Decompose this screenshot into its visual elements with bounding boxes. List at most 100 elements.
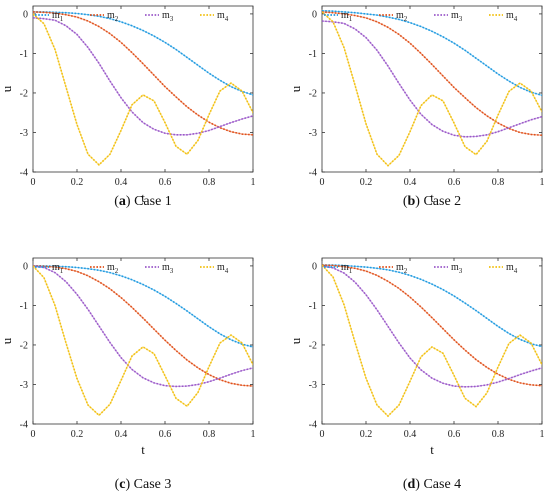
legend-name: m xyxy=(162,10,170,21)
y-tick-label: -4 xyxy=(20,420,28,431)
panel-caption: (c) Case 3 xyxy=(115,477,172,492)
legend-label: m1 xyxy=(52,262,64,275)
legend-label: m4 xyxy=(217,10,229,23)
caption-paren-open: ( xyxy=(114,194,119,209)
series-dots-m2 xyxy=(322,11,542,137)
legend-label: m2 xyxy=(107,10,119,23)
series-line-m1 xyxy=(322,10,542,96)
legend-label: m3 xyxy=(162,10,174,23)
x-tick-label: 0.6 xyxy=(448,429,461,440)
caption-text: Case 3 xyxy=(134,477,172,492)
series-line-m1 xyxy=(33,265,253,348)
x-tick-label: 0.8 xyxy=(492,429,505,440)
legend-label: m3 xyxy=(451,10,463,23)
y-tick-label: -2 xyxy=(20,88,28,99)
series-dots-m1 xyxy=(33,265,253,348)
legend-label: m3 xyxy=(451,262,463,275)
legend-name: m xyxy=(396,10,404,21)
legend-name: m xyxy=(341,262,349,273)
legend-name: m xyxy=(52,10,60,21)
series-dots-m3 xyxy=(322,265,542,388)
y-tick-label: -3 xyxy=(20,380,28,391)
legend-subscript: 3 xyxy=(459,15,463,23)
x-tick-label: 0 xyxy=(31,429,36,440)
legend-subscript: 2 xyxy=(404,267,408,275)
legend-label: m2 xyxy=(396,10,408,23)
legend-label: m4 xyxy=(506,10,518,23)
series-dots-m4 xyxy=(33,13,253,167)
legend-label: m1 xyxy=(341,10,353,23)
series-line-m1 xyxy=(33,11,253,96)
series-line-m4 xyxy=(33,265,253,417)
legend-name: m xyxy=(162,262,170,273)
y-tick-label: -1 xyxy=(309,49,317,60)
series-dots-m4 xyxy=(322,264,542,418)
caption-letter: b xyxy=(407,194,415,209)
y-tick-label: -3 xyxy=(309,380,317,391)
legend-label: m3 xyxy=(162,262,174,275)
x-tick-label: 0.4 xyxy=(115,177,128,188)
legend-name: m xyxy=(107,262,115,273)
x-tick-label: 0.6 xyxy=(159,177,172,188)
legend-name: m xyxy=(52,262,60,273)
x-tick-label: 0.2 xyxy=(71,429,84,440)
x-tick-label: 1 xyxy=(540,177,545,188)
legend-label: m2 xyxy=(396,262,408,275)
legend-name: m xyxy=(217,262,225,273)
legend-name: m xyxy=(217,10,225,21)
x-tick-label: 0.4 xyxy=(404,177,417,188)
x-tick-label: 0.6 xyxy=(448,177,461,188)
legend-subscript: 1 xyxy=(60,15,64,23)
legend-label: m1 xyxy=(52,10,64,23)
y-tick-label: 0 xyxy=(312,9,317,20)
legend-label: m1 xyxy=(341,262,353,275)
y-tick-label: -1 xyxy=(20,301,28,312)
legend-subscript: 2 xyxy=(115,15,119,23)
x-tick-label: 0.8 xyxy=(203,429,216,440)
caption-paren-close: ) xyxy=(126,194,134,209)
x-axis-label: t xyxy=(141,190,145,205)
legend-subscript: 3 xyxy=(170,267,174,275)
legend-subscript: 3 xyxy=(459,267,463,275)
series-line-m4 xyxy=(322,11,542,167)
y-tick-label: -2 xyxy=(309,340,317,351)
x-tick-label: 0 xyxy=(31,177,36,188)
plot-frame xyxy=(32,257,254,425)
x-tick-label: 0.2 xyxy=(71,177,84,188)
x-tick-label: 0.6 xyxy=(159,429,172,440)
caption-letter: a xyxy=(119,194,126,209)
legend-label: m4 xyxy=(217,262,229,275)
legend-name: m xyxy=(451,262,459,273)
x-tick-label: 0.2 xyxy=(360,177,373,188)
x-axis-label: t xyxy=(141,442,145,457)
series-dots-m4 xyxy=(322,11,542,167)
y-tick-label: 0 xyxy=(312,261,317,272)
caption-paren-close: ) xyxy=(415,477,423,492)
y-tick-label: -1 xyxy=(309,301,317,312)
series-dots-m4 xyxy=(33,265,253,417)
legend-subscript: 4 xyxy=(514,15,518,23)
y-tick-label: -4 xyxy=(309,168,317,179)
x-tick-label: 0.2 xyxy=(360,429,373,440)
series-dots-m3 xyxy=(33,265,253,388)
series-line-m3 xyxy=(322,20,542,138)
series-line-m2 xyxy=(322,11,542,136)
panel-caption: (d) Case 4 xyxy=(403,477,461,492)
plot-frame xyxy=(32,5,254,173)
y-tick-label: -4 xyxy=(309,420,317,431)
legend-subscript: 4 xyxy=(514,267,518,275)
caption-letter: c xyxy=(119,477,125,492)
legend-name: m xyxy=(107,10,115,21)
caption-text: Case 4 xyxy=(423,477,461,492)
plot-frame xyxy=(321,257,543,425)
series-line-m1 xyxy=(322,264,542,348)
legend-name: m xyxy=(341,10,349,21)
y-tick-label: 0 xyxy=(23,9,28,20)
y-axis-label: u xyxy=(288,85,303,92)
legend-subscript: 3 xyxy=(170,15,174,23)
series-dots-m3 xyxy=(322,20,542,138)
legend-subscript: 4 xyxy=(225,15,229,23)
